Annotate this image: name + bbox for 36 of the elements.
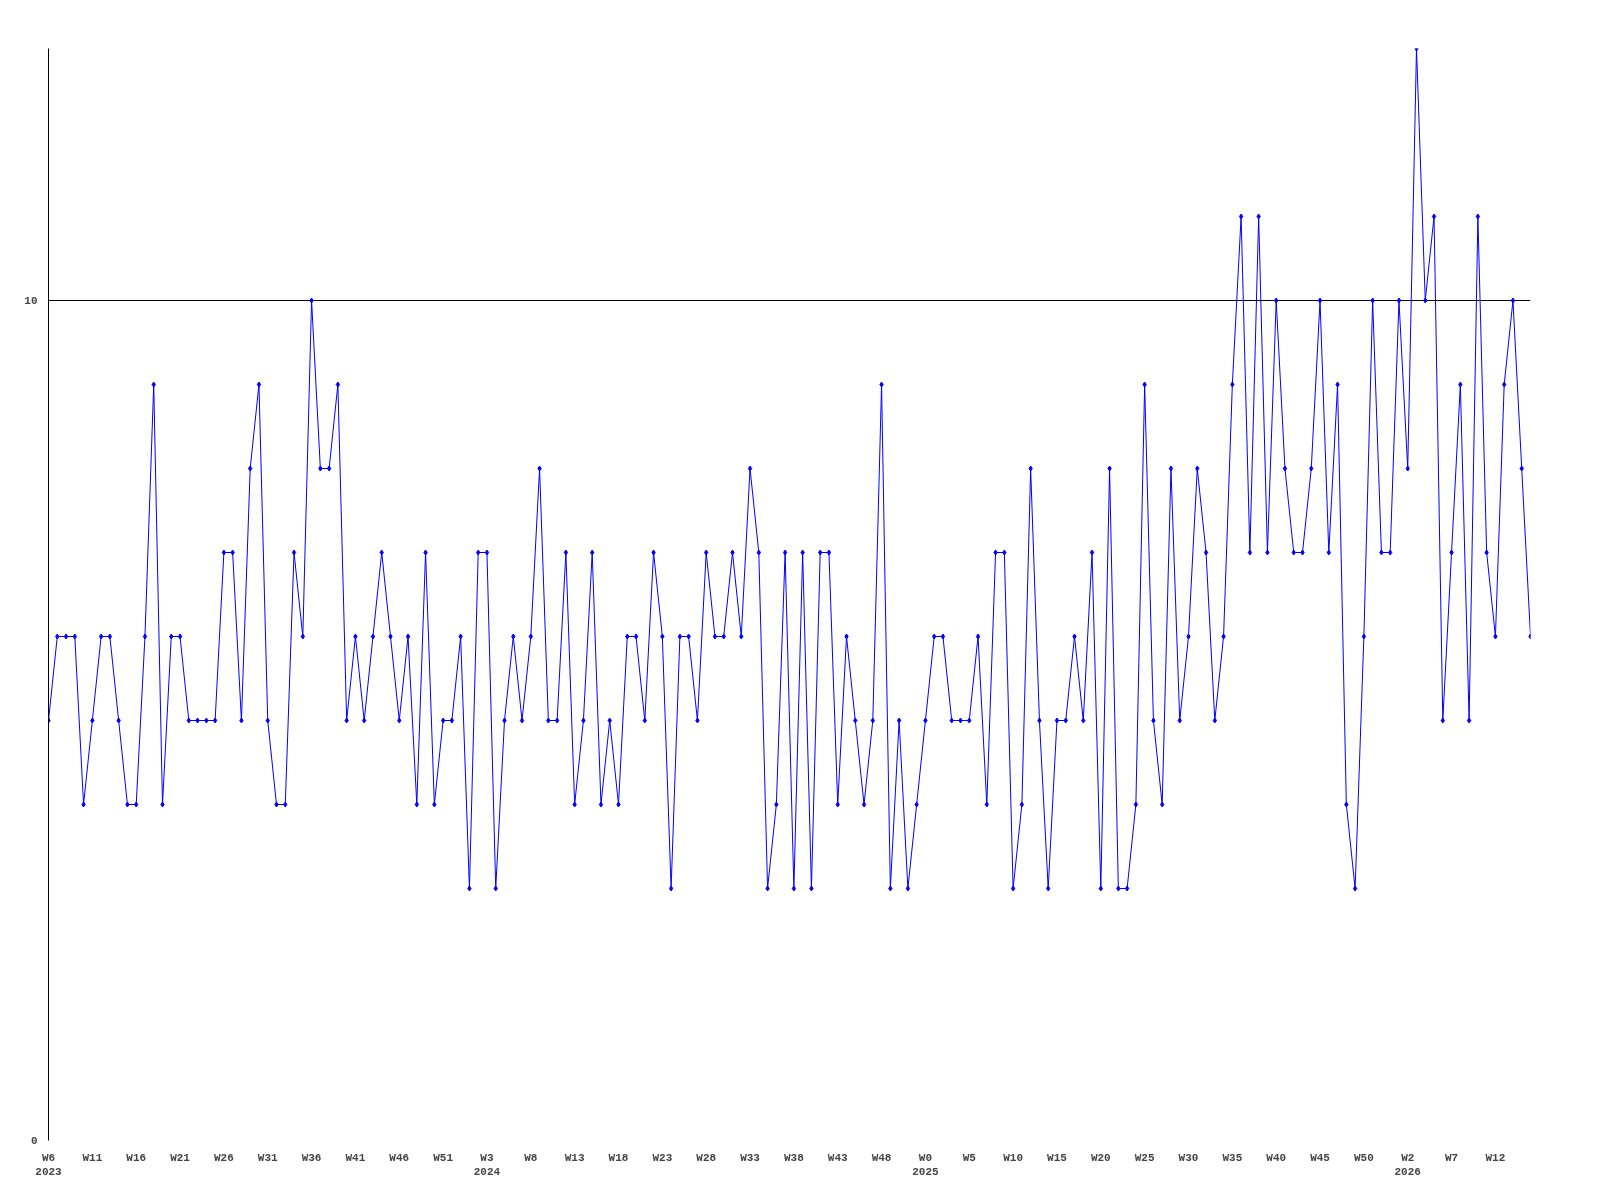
- x-tick-label: W20: [1090, 1151, 1111, 1164]
- x-tick-label: W18: [608, 1151, 629, 1164]
- x-tick-label: W36: [301, 1151, 322, 1164]
- x-tick-label: W31: [257, 1151, 279, 1164]
- x-tick-label: W21: [170, 1151, 191, 1164]
- x-tick-label: W35: [1222, 1151, 1243, 1164]
- x-tick-label: W46: [389, 1151, 410, 1164]
- x-tick-label: W13: [564, 1151, 585, 1164]
- x-tick-label: W48: [871, 1151, 892, 1164]
- x-tick-label: W25: [1134, 1151, 1155, 1164]
- x-tick-label: W3 2024: [473, 1151, 501, 1178]
- x-tick-label: W33: [740, 1151, 761, 1164]
- x-tick-label: W16: [126, 1151, 147, 1164]
- x-tick-label: W50: [1353, 1151, 1374, 1164]
- y-tick-label: 0: [30, 1135, 38, 1147]
- x-tick-label: W6 2023: [35, 1151, 63, 1178]
- x-tick-label: W30: [1178, 1151, 1199, 1164]
- x-tick-label: W0 2025: [912, 1151, 940, 1178]
- x-tick-label: W38: [783, 1151, 805, 1164]
- x-tick-label: W15: [1047, 1151, 1068, 1164]
- x-tick-label: W8: [524, 1151, 538, 1164]
- x-tick-label: W10: [1003, 1151, 1024, 1164]
- x-tick-label: W5: [962, 1151, 977, 1164]
- y-tick-label: 10: [24, 295, 38, 307]
- x-tick-label: W45: [1310, 1151, 1331, 1164]
- x-tick-label: W51: [433, 1151, 454, 1164]
- x-tick-label: W28: [696, 1151, 717, 1164]
- x-tick-label: W11: [82, 1151, 103, 1164]
- x-tick-label: W41: [345, 1151, 366, 1164]
- x-tick-label: W23: [652, 1151, 673, 1164]
- x-tick-label: W26: [213, 1151, 234, 1164]
- x-tick-label: W43: [827, 1151, 849, 1164]
- x-tick-label: W40: [1266, 1151, 1287, 1164]
- x-tick-label: W7: [1444, 1151, 1459, 1164]
- x-tick-label: W12: [1485, 1151, 1506, 1164]
- x-tick-label: W2 2026: [1394, 1151, 1421, 1178]
